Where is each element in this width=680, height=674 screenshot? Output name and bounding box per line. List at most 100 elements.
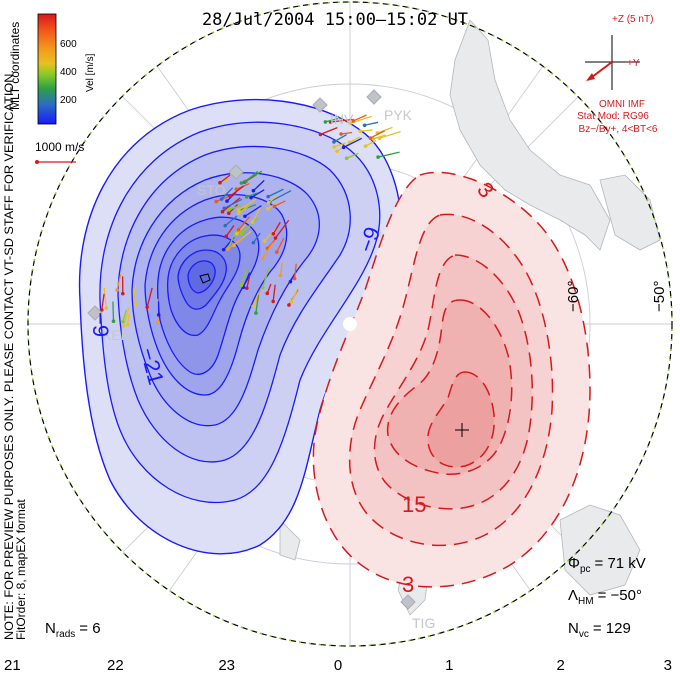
velocity-vector	[240, 269, 248, 286]
velocity-vector-origin	[145, 305, 149, 309]
velocity-vector-origin	[266, 200, 271, 205]
velocity-vector	[122, 307, 130, 327]
velocity-vector-origin	[111, 319, 116, 324]
stat-nvc: Nvc = 129	[568, 620, 631, 640]
colorbar-tick-400: 400	[60, 67, 77, 78]
velocity-vector	[225, 225, 235, 237]
velocity-vector	[255, 289, 262, 300]
velocity-vector-origin	[339, 132, 343, 136]
velocity-vector-origin	[244, 195, 249, 199]
velocity-vector-origin	[104, 306, 108, 310]
colorbar-tick-600: 600	[60, 39, 77, 50]
velocity-vector	[255, 294, 260, 314]
velocity-vector-origin	[236, 211, 241, 216]
positive-potential-cell	[312, 171, 591, 588]
velocity-vector-origin	[289, 300, 294, 304]
mlt-tick-0: 0	[334, 657, 342, 674]
stat-phi: Φpc = 71 kV	[568, 555, 646, 575]
station-marker-sto	[228, 164, 244, 180]
latitude-label-50: −50°	[651, 281, 668, 312]
velocity-vector	[272, 221, 281, 235]
station-label-pyk: PYK	[384, 107, 413, 123]
velocity-vector	[370, 130, 386, 139]
station-label-ker: KER	[102, 327, 131, 343]
velocity-vector-origin	[287, 303, 291, 307]
velocity-vector-origin	[243, 214, 247, 219]
mlt-coordinates-note: MLT coordinates	[8, 22, 22, 110]
velocity-vector-origin	[251, 304, 255, 309]
velocity-vector	[221, 187, 234, 200]
velocity-vector	[261, 242, 274, 259]
velocity-vector-origin	[318, 132, 323, 137]
velocity-vector	[252, 232, 261, 244]
velocity-vector-origin	[221, 247, 226, 252]
station-label-inv: INV	[330, 111, 354, 127]
velocity-vector-origin	[265, 291, 270, 296]
reference-vector-label: 1000 m/s	[35, 140, 84, 154]
velocity-vector-origin	[323, 120, 328, 124]
station-label-sto: STO	[197, 182, 226, 198]
velocity-vector-origin	[288, 279, 293, 284]
negative-potential-cell	[78, 98, 402, 555]
contour-label-pos-mid: 15	[402, 492, 426, 517]
velocity-vector	[229, 185, 245, 197]
velocity-vector-origin	[272, 204, 277, 209]
velocity-vector-origin	[115, 288, 119, 292]
velocity-vector	[244, 205, 262, 217]
velocity-vector-origin	[156, 320, 160, 324]
mlt-tick-2: 2	[556, 657, 564, 674]
velocity-vector	[146, 287, 153, 308]
mlt-ticks: 21 22 23 0 1 2 3	[4, 657, 672, 674]
fitorder-note: FitOrder: 8, mapEX format	[14, 499, 28, 640]
colorbar-label: Vel [m/s]	[85, 53, 96, 92]
map-title: 28/Jul/2004 15:00–15:02 UT	[202, 10, 468, 30]
velocity-vector-origin	[249, 195, 253, 200]
velocity-vector	[116, 273, 122, 291]
velocity-vector-origin	[266, 207, 270, 211]
velocity-vector	[246, 192, 258, 198]
velocity-vector	[333, 142, 346, 148]
velocity-vector	[228, 204, 243, 211]
velocity-vector	[274, 200, 286, 207]
velocity-vector	[219, 174, 231, 184]
velocity-vector	[238, 216, 251, 231]
velocity-vector	[101, 293, 105, 310]
velocity-vector-origin	[125, 322, 130, 327]
velocity-vector	[246, 276, 251, 289]
velocity-vector-origin	[278, 273, 283, 278]
velocity-vector-origin	[121, 319, 125, 324]
contour-label-neg-left: −9	[88, 312, 113, 337]
velocity-vector	[365, 139, 377, 147]
velocity-vector-origin	[234, 232, 239, 236]
velocity-vector	[238, 198, 257, 211]
stat-lambda: ΛHM = −50°	[568, 587, 642, 607]
velocity-vector	[349, 136, 361, 144]
velocity-vector	[290, 288, 299, 303]
velocity-vector-origin	[223, 223, 228, 228]
velocity-vector-origin	[121, 291, 125, 296]
contour-label-pos-bottom: 3	[402, 572, 414, 597]
velocity-vector-origin	[271, 299, 275, 304]
velocity-vector	[333, 134, 347, 143]
velocity-vector	[341, 131, 353, 135]
velocity-vector	[251, 207, 261, 223]
imf-stat-mod: Stat Mod: RG96	[577, 111, 649, 122]
velocity-vector	[133, 284, 137, 304]
velocity-vector	[264, 227, 277, 242]
velocity-vector-origin	[226, 211, 231, 216]
velocity-vector-origin	[332, 145, 336, 149]
velocity-vector-origin	[133, 302, 138, 306]
mlt-tick-3: 3	[664, 657, 672, 674]
pole-marker	[343, 317, 357, 331]
velocity-vector	[269, 190, 292, 203]
velocity-vector	[330, 118, 354, 123]
velocity-vector-origin	[214, 199, 219, 204]
imf-source: OMNI IMF	[599, 99, 645, 110]
velocity-vector	[268, 194, 278, 204]
velocity-vector-origin	[335, 149, 339, 154]
velocity-vector	[236, 223, 247, 235]
mlt-tick-1: 1	[445, 657, 453, 674]
velocity-vector	[267, 188, 284, 198]
velocity-vector	[245, 170, 259, 182]
imf-y-label: +Y	[627, 58, 640, 69]
